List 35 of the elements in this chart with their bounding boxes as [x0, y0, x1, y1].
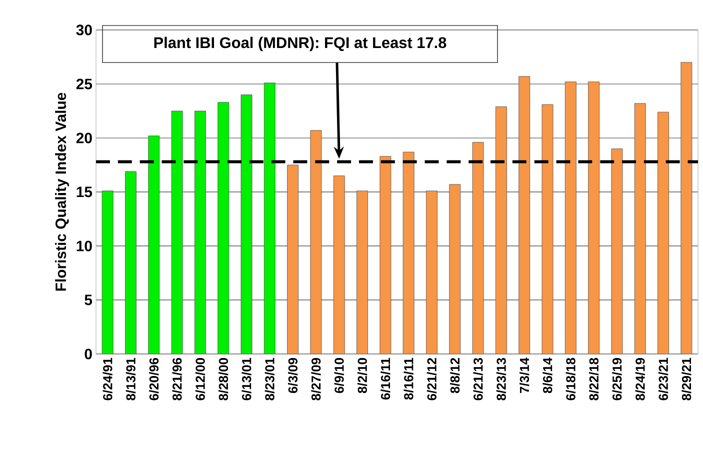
y-tick-label: 25	[76, 78, 92, 90]
y-tick-label: 10	[76, 240, 92, 252]
y-tick-label: 0	[84, 348, 92, 360]
x-tick-label: 8/22/18	[588, 358, 599, 400]
x-tick-label: 6/3/09	[288, 358, 298, 394]
x-tick-label: 8/8/12	[450, 358, 460, 394]
x-tick-label: 8/21/96	[172, 358, 182, 400]
x-tick-label: 6/18/18	[566, 358, 576, 400]
x-tick-label: 6/21/13	[473, 358, 483, 400]
x-tick-label: 8/23/01	[264, 358, 274, 400]
x-tick-label: 8/29/21	[682, 358, 692, 400]
y-tick-label: 20	[76, 132, 92, 144]
x-tick-label: 6/13/01	[242, 358, 252, 400]
x-tick-label: 8/28/00	[218, 358, 228, 400]
x-tick-label: 6/9/10	[334, 358, 344, 394]
x-tick-label: 7/3/14	[520, 358, 530, 393]
x-tick-label: 6/25/19	[612, 358, 622, 400]
x-tick-label: 6/16/11	[380, 358, 390, 400]
x-tick-label: 8/6/14	[542, 358, 552, 394]
x-tick-label: 8/23/13	[496, 358, 506, 400]
x-tick-label: 6/20/96	[149, 358, 159, 400]
x-tick-label: 8/24/19	[635, 358, 645, 400]
x-tick-label: 8/2/10	[357, 358, 368, 394]
x-tick-label: 8/16/11	[404, 358, 414, 400]
x-tick-label: 8/27/09	[311, 358, 321, 400]
annotation: Plant IBI Goal (MDNR): FQI at Least 17.8	[154, 36, 446, 52]
y-tick-label: 15	[76, 186, 92, 198]
y-axis-title: Floristic Quality Index Value	[55, 92, 70, 291]
x-tick-label: 6/23/21	[658, 358, 668, 400]
x-tick-label: 6/21/12	[426, 358, 437, 400]
x-tick-label: 6/24/91	[102, 358, 112, 400]
y-tick-label: 5	[84, 294, 92, 306]
y-tick-label: 30	[76, 24, 92, 36]
x-tick-label: 6/12/00	[195, 358, 206, 400]
x-tick-label: 8/13/91	[126, 358, 136, 400]
